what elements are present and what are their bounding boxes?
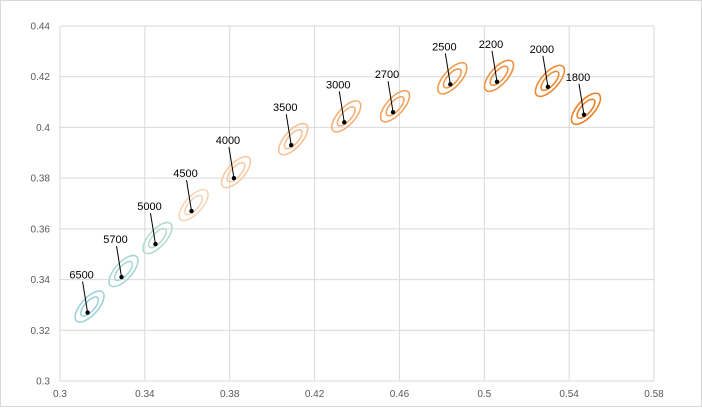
ellipse-outer (277, 122, 309, 156)
ellipse-outer (142, 221, 173, 255)
data-label: 6500 (69, 270, 93, 282)
x-tick-label: 0.5 (477, 389, 491, 400)
y-tick-label: 0.32 (31, 326, 51, 337)
data-point-marker (545, 84, 551, 90)
data-label: 3500 (273, 102, 297, 114)
data-points (85, 79, 587, 315)
y-tick-label: 0.42 (31, 72, 51, 83)
data-point-marker (448, 82, 453, 87)
data-label: 5000 (137, 201, 161, 213)
label-leader (285, 114, 292, 146)
data-label: 4500 (173, 168, 197, 180)
ellipse-outer (108, 254, 139, 288)
label-leader (82, 281, 89, 313)
data-point-marker (289, 142, 294, 148)
x-tick-label: 0.38 (220, 389, 240, 400)
ellipse-outer (220, 155, 252, 189)
label-leader (542, 55, 549, 87)
label-leader (338, 91, 345, 123)
label-leader (387, 81, 394, 113)
ellipse-outer (330, 99, 362, 133)
ellipse-outer (534, 64, 566, 98)
y-tick-label: 0.44 (31, 22, 51, 33)
data-point-marker (581, 112, 587, 117)
data-point-marker (153, 241, 158, 247)
y-axis-ticks: 0.3 0.32 0.34 0.36 0.38 0.4 0.42 0.44 (31, 22, 51, 388)
label-leader (578, 83, 585, 115)
label-leader (491, 50, 498, 82)
y-tick-label: 0.36 (31, 224, 51, 235)
x-tick-label: 0.46 (390, 389, 410, 400)
y-tick-label: 0.3 (36, 377, 50, 388)
y-tick-label: 0.34 (31, 275, 51, 286)
data-label: 3000 (326, 79, 350, 91)
y-tick-label: 0.38 (31, 174, 51, 185)
data-labels: 6500 5700 5000 4500 4000 3500 3000 2700 2500 2200… (69, 39, 590, 282)
data-label: 2700 (375, 69, 399, 81)
data-label: 1800 (566, 72, 590, 84)
data-point-marker (189, 208, 194, 214)
data-point-marker (342, 120, 347, 125)
data-label: 5700 (103, 234, 127, 246)
data-point-marker (494, 79, 500, 84)
data-point-marker (85, 310, 90, 315)
ellipse-outer (379, 89, 411, 123)
label-leader (186, 180, 193, 212)
data-label: 2500 (432, 41, 456, 53)
label-leader (116, 245, 123, 278)
x-axis-ticks: 0.3 0.34 0.38 0.42 0.46 0.5 0.54 0.58 (53, 389, 664, 400)
data-label: 2200 (479, 39, 503, 51)
ellipse-outer (570, 92, 602, 126)
ellipse-outer (178, 188, 209, 222)
data-point-marker (390, 110, 396, 115)
label-leader (228, 147, 235, 179)
x-tick-label: 0.3 (53, 389, 67, 400)
ellipse-outer (437, 61, 468, 95)
x-tick-label: 0.58 (644, 389, 664, 400)
data-label: 2000 (530, 44, 554, 56)
label-leaders (82, 50, 585, 313)
data-point-marker (119, 274, 124, 280)
label-leader (444, 53, 451, 85)
data-label: 4000 (216, 135, 240, 147)
x-tick-label: 0.34 (135, 389, 155, 400)
y-tick-label: 0.4 (36, 123, 50, 134)
data-point-marker (231, 175, 237, 181)
ellipse-outer (483, 59, 515, 93)
x-tick-label: 0.42 (305, 389, 325, 400)
x-tick-label: 0.54 (559, 389, 579, 400)
ellipse-outer (74, 290, 105, 323)
label-leader (149, 212, 156, 245)
